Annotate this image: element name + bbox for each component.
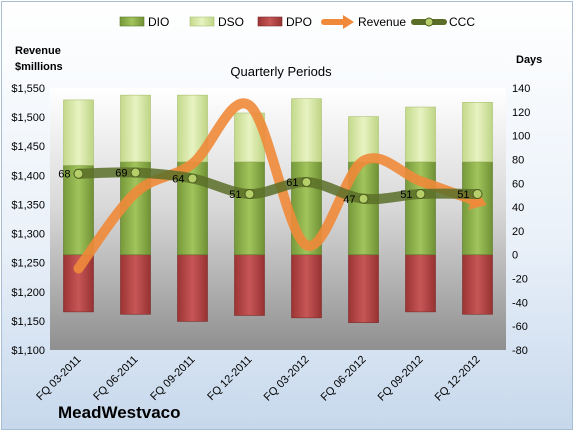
right-axis-tick-label: 120 xyxy=(512,107,530,119)
right-axis-tick-label: -40 xyxy=(512,297,528,309)
right-axis-tick-label: 60 xyxy=(512,178,524,190)
ccc-marker xyxy=(244,188,255,199)
left-axis-tick-label: $1,450 xyxy=(11,141,45,153)
ccc-marker xyxy=(187,173,198,184)
dpo-bar xyxy=(291,254,322,319)
right-axis-tick-label: -60 xyxy=(512,321,528,333)
left-axis-tick-label: $1,200 xyxy=(11,287,45,299)
right-axis-tick-label: 20 xyxy=(512,226,524,238)
ccc-data-label: 68 xyxy=(58,169,70,181)
right-axis-tick-label: 140 xyxy=(512,83,530,95)
ccc-data-label: 61 xyxy=(286,177,298,189)
x-axis-tick-label: FQ 06-2012 xyxy=(319,354,369,404)
dpo-bar xyxy=(234,254,265,316)
revenue-arrowhead xyxy=(468,189,487,210)
left-axis-title-line1: Revenue xyxy=(15,45,61,57)
left-axis-tick-label: $1,250 xyxy=(11,258,45,270)
ccc-marker xyxy=(301,177,312,188)
chart: DIO DSO DPO Revenue CCC Quarterly Periods Re… xyxy=(11,15,542,422)
chart-title: Quarterly Periods xyxy=(230,64,332,79)
ccc-data-label: 51 xyxy=(457,189,469,201)
legend-label-dpo: DPO xyxy=(286,15,312,29)
x-axis-tick-label: FQ 09-2012 xyxy=(376,354,426,404)
dpo-bar xyxy=(120,254,151,315)
dpo-bar xyxy=(348,254,379,323)
legend-label-revenue: Revenue xyxy=(358,15,406,29)
ccc-series: 68 69 64 51 61 47 51 51 xyxy=(58,167,483,206)
left-axis-tick-label: $1,350 xyxy=(11,199,45,211)
ccc-marker xyxy=(130,167,141,178)
dpo-bar xyxy=(177,254,208,322)
x-axis-tick-label: FQ 09-2011 xyxy=(148,354,197,403)
dso-bar xyxy=(405,106,436,163)
legend: DIO DSO DPO Revenue CCC xyxy=(119,15,475,29)
dso-bar xyxy=(63,99,94,166)
dpo-bar xyxy=(405,254,436,313)
right-axis-title: Days xyxy=(516,54,542,66)
legend-arrowhead-revenue xyxy=(343,15,354,29)
x-axis-tick-label: FQ 12-2011 xyxy=(205,354,254,403)
ccc-data-label: 47 xyxy=(343,194,355,206)
ccc-data-label: 64 xyxy=(172,174,184,186)
right-axis-tick-label: 100 xyxy=(512,131,530,143)
dio-bar xyxy=(234,161,265,256)
brand-label: MeadWestvaco xyxy=(58,403,181,422)
legend-marker-ccc xyxy=(424,17,434,27)
left-axis-tick-label: $1,300 xyxy=(11,229,45,241)
left-axis-tick-label: $1,150 xyxy=(11,316,45,328)
right-axis-tick-label: 80 xyxy=(512,154,524,166)
dio-bar xyxy=(462,161,493,256)
left-axis-tick-label: $1,400 xyxy=(11,170,45,182)
legend-swatch-dio xyxy=(119,16,145,27)
left-axis-title-line2: $millions xyxy=(15,61,63,73)
dso-bar xyxy=(291,98,322,163)
revenue-line xyxy=(73,98,483,274)
x-axis-tick-label: FQ 06-2011 xyxy=(91,354,140,403)
left-axis-tick-label: $1,100 xyxy=(11,345,45,357)
dpo-bar xyxy=(462,254,493,315)
dio-bar xyxy=(63,165,94,256)
dso-bar xyxy=(120,94,151,163)
right-axis-tick-label: -20 xyxy=(512,274,528,286)
legend-label-dso: DSO xyxy=(218,15,244,29)
right-axis-tick-label: 0 xyxy=(512,250,518,262)
right-axis-tick-label: 40 xyxy=(512,202,524,214)
ccc-data-label: 51 xyxy=(400,189,412,201)
dso-bar xyxy=(462,101,493,163)
x-axis-tick-label: FQ 03-2011 xyxy=(34,354,83,403)
legend-swatch-dpo xyxy=(257,16,283,27)
ccc-data-label: 51 xyxy=(229,189,241,201)
legend-label-dio: DIO xyxy=(148,15,169,29)
left-axis-tick-label: $1,500 xyxy=(11,112,45,124)
left-axis-tick-label: $1,550 xyxy=(11,83,45,95)
ccc-marker xyxy=(358,193,369,204)
x-axis-tick-label: FQ 03-2012 xyxy=(262,354,312,404)
chart-frame: DIO DSO DPO Revenue CCC Quarterly Periods Re… xyxy=(1,1,573,430)
revenue-series xyxy=(73,98,487,274)
right-axis: -80 -60 -40 -20 0 20 40 60 80 100 120 140 xyxy=(512,83,530,357)
ccc-marker xyxy=(73,168,84,179)
legend-label-ccc: CCC xyxy=(449,15,475,29)
x-axis: FQ 03-2011 FQ 06-2011 FQ 09-2011 FQ 12-2011… xyxy=(34,354,482,404)
ccc-marker xyxy=(472,188,483,199)
x-axis-tick-label: FQ 12-2012 xyxy=(433,354,483,404)
legend-swatch-dso xyxy=(189,16,215,27)
right-axis-tick-label: -80 xyxy=(512,345,528,357)
ccc-data-label: 69 xyxy=(115,168,127,180)
ccc-marker xyxy=(415,188,426,199)
left-axis: $1,100 $1,150 $1,200 $1,250 $1,300 $1,350 $1,4… xyxy=(11,83,45,357)
